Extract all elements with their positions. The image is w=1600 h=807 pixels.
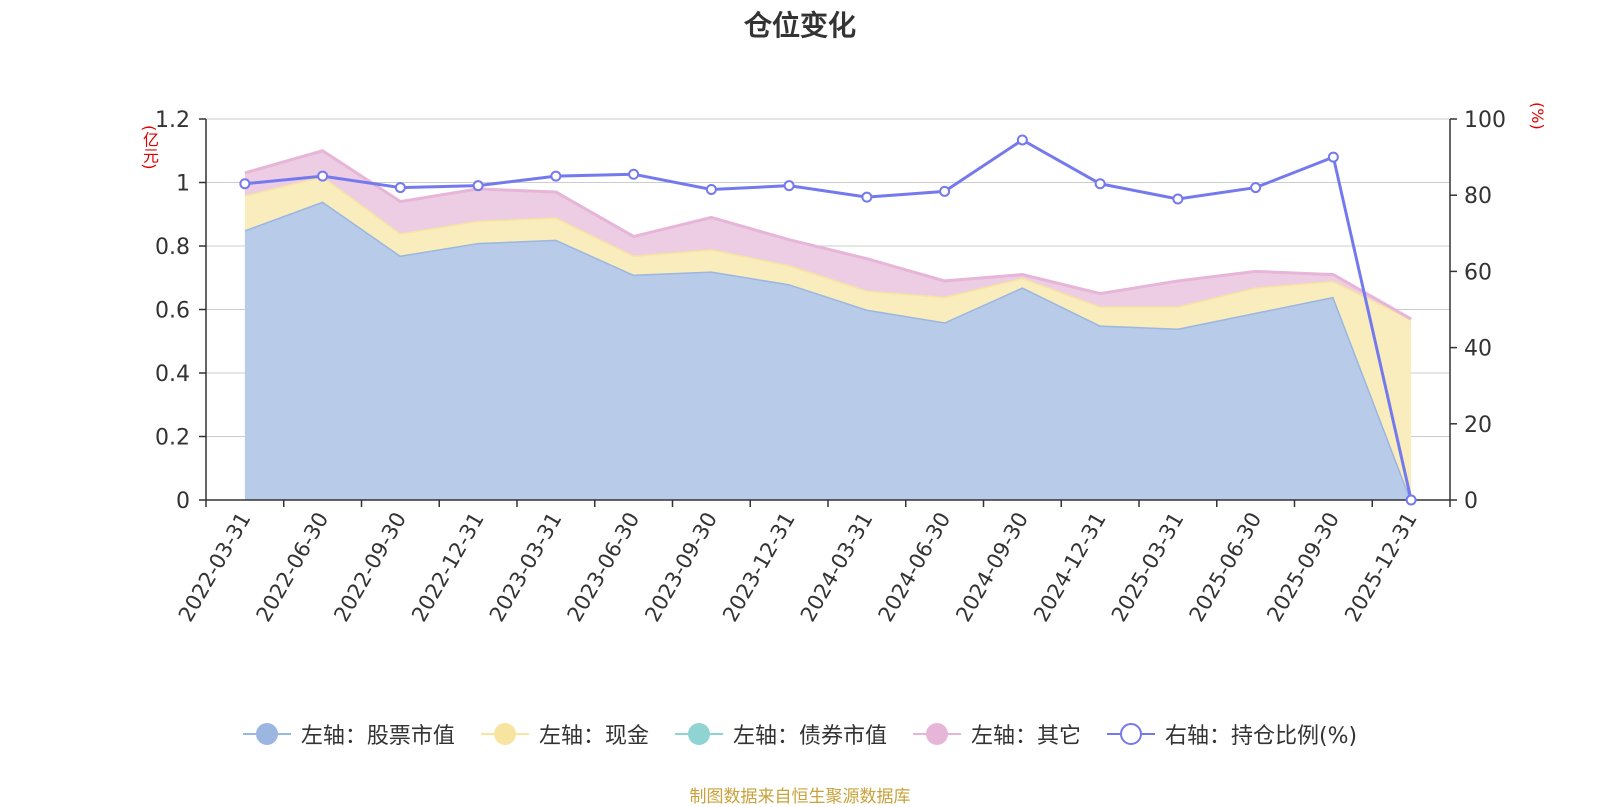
legend-other-label: 左轴：其它: [970, 724, 1081, 749]
left-tick-label: 0.8: [155, 235, 190, 260]
legend-position-ratio-icon: [1106, 722, 1155, 746]
position-ratio-point: [239, 178, 251, 190]
legend-position-ratio-label: 右轴：持仓比例(%): [1164, 724, 1358, 749]
left-tick-label: 0.2: [155, 426, 190, 451]
position-ratio-point: [472, 180, 484, 192]
position-ratio-point: [1094, 178, 1106, 190]
legend-item-bond[interactable]: 左轴：债券市值: [674, 718, 887, 750]
right-tick-label: 20: [1464, 413, 1492, 438]
x-tick-label: 2022-12-31: [407, 508, 489, 626]
position-ratio-point: [628, 168, 640, 180]
x-tick-label: 2022-06-30: [252, 508, 334, 626]
position-ratio-point: [1250, 182, 1262, 194]
x-tick-label: 2025-03-31: [1107, 508, 1189, 626]
position-ratio-point: [550, 170, 562, 182]
chart-title: 仓位变化: [743, 9, 856, 42]
right-tick-label: 40: [1464, 337, 1492, 362]
x-tick-label: 2023-06-30: [563, 508, 645, 626]
right-tick-label: 0: [1464, 489, 1478, 514]
position-ratio-point: [1172, 193, 1184, 205]
x-tick-label: 2023-09-30: [640, 508, 722, 626]
position-ratio-point: [783, 180, 795, 192]
x-tick-label: 2023-12-31: [718, 508, 800, 626]
x-tick-label: 2024-12-31: [1029, 508, 1111, 626]
left-tick-label: 0: [176, 489, 190, 514]
x-tick-label: 2022-03-31: [174, 508, 256, 626]
position-ratio-point: [317, 170, 329, 182]
legend-item-stock[interactable]: 左轴：股票市值: [242, 718, 455, 750]
legend-stock-icon: [242, 722, 291, 746]
position-ratio-point: [861, 191, 873, 203]
area-series-3: [244, 150, 1412, 320]
legend-item-cash[interactable]: 左轴：现金: [480, 718, 649, 750]
legend-item-position-ratio[interactable]: 右轴：持仓比例(%): [1106, 718, 1358, 750]
right-tick-label: 100: [1464, 108, 1506, 133]
x-tick-label: 2022-09-30: [329, 508, 411, 626]
legend-item-other[interactable]: 左轴：其它: [912, 718, 1081, 750]
x-tick-label: 2024-03-31: [796, 508, 878, 626]
position-ratio-point: [1327, 151, 1339, 163]
x-tick-label: 2025-12-31: [1340, 508, 1422, 626]
left-tick-label: 0.4: [155, 362, 190, 387]
area-series-0: [244, 201, 1412, 501]
x-tick-label: 2024-06-30: [874, 508, 956, 626]
position-ratio-line: [244, 138, 1413, 501]
left-axis-unit: (亿元): [140, 125, 159, 170]
x-tick-label: 2023-03-31: [485, 508, 567, 626]
legend-bond-label: 左轴：债券市值: [732, 724, 887, 749]
legend-cash-label: 左轴：现金: [538, 724, 649, 749]
right-tick-label: 60: [1464, 260, 1492, 285]
position-ratio-point: [1016, 134, 1028, 146]
position-ratio-point: [394, 182, 406, 194]
legend-bond-icon: [674, 722, 723, 746]
position-ratio-point: [705, 183, 717, 195]
x-tick-label: 2025-09-30: [1262, 508, 1344, 626]
position-ratio-point: [1405, 494, 1417, 506]
left-tick-label: 1.2: [155, 108, 190, 133]
area-line-series-3: [244, 149, 1412, 321]
legend-cash-icon: [480, 722, 529, 746]
legend-other-icon: [912, 722, 961, 746]
data-source-note: 制图数据来自恒生聚源数据库: [689, 787, 911, 807]
area-series-1: [244, 176, 1412, 500]
position-ratio-point: [939, 185, 951, 197]
right-axis-unit: (%): [1528, 102, 1547, 130]
left-tick-label: 1: [176, 172, 190, 197]
legend: 左轴：股票市值 左轴：现金 左轴：债券市值 左轴：其它 右轴：持仓比例(%): [0, 718, 1600, 750]
x-tick-label: 2024-09-30: [951, 508, 1033, 626]
left-tick-label: 0.6: [155, 299, 190, 324]
right-tick-label: 80: [1464, 184, 1492, 209]
x-tick-label: 2025-06-30: [1185, 508, 1267, 626]
legend-stock-label: 左轴：股票市值: [300, 724, 455, 749]
